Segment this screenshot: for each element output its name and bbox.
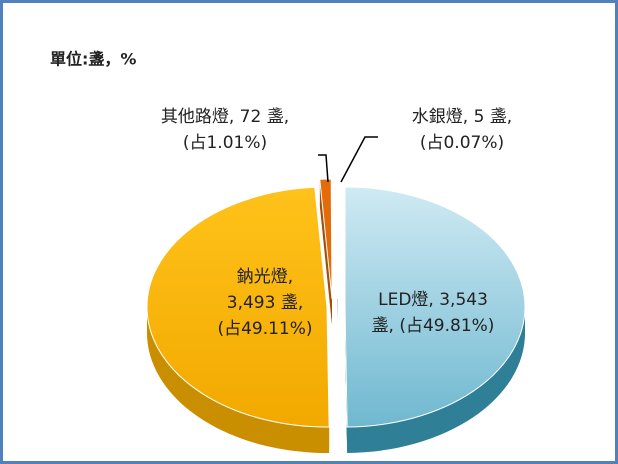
leader-line (318, 154, 329, 183)
slice-label: 鈉光燈, (237, 267, 293, 287)
slice-label: 3,493 盞, (227, 293, 303, 313)
slice (319, 178, 333, 300)
slice-label: LED燈, 3,543 (378, 290, 488, 310)
slice-label: (占1.01%) (183, 133, 267, 153)
slice-label: (占0.07%) (420, 133, 504, 153)
slice-label: 其他路燈, 72 盞, (161, 107, 289, 127)
slice (146, 186, 330, 428)
slice-label: 盞, (占49.81%) (372, 316, 495, 336)
slice-label: (占49.11%) (217, 319, 312, 339)
unit-label: 單位:盞，% (50, 50, 136, 69)
slice-label: 水銀燈, 5 盞, (412, 107, 512, 127)
slice (336, 178, 339, 300)
leader-line (340, 136, 378, 183)
slice (344, 186, 526, 428)
